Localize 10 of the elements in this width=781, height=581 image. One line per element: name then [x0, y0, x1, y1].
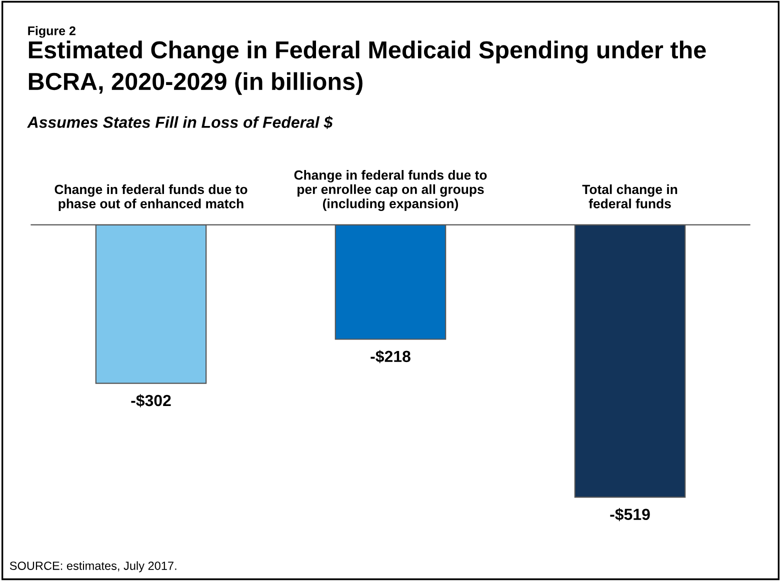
source-note: SOURCE: estimates, July 2017.	[10, 561, 176, 572]
x-tick-label: Total change in federal funds	[582, 184, 678, 208]
data-label: -$519	[610, 508, 650, 522]
data-label: -$218	[370, 350, 410, 364]
x-tick-label: Change in federal funds due to phase out of enhanced match	[54, 184, 248, 211]
data-label: -$302	[131, 394, 171, 408]
chart-subtitle: Assumes States Fill in Loss of Federal $	[27, 116, 333, 129]
chart-title: Estimated Change in Federal Medicaid Spending under the BCRA, 2020-2029 (in billions)	[28, 40, 706, 95]
x-tick-label: Change in federal funds due to per enrollee cap on all groups (including expansion)	[294, 170, 487, 211]
caption: Figure 2	[28, 26, 76, 38]
